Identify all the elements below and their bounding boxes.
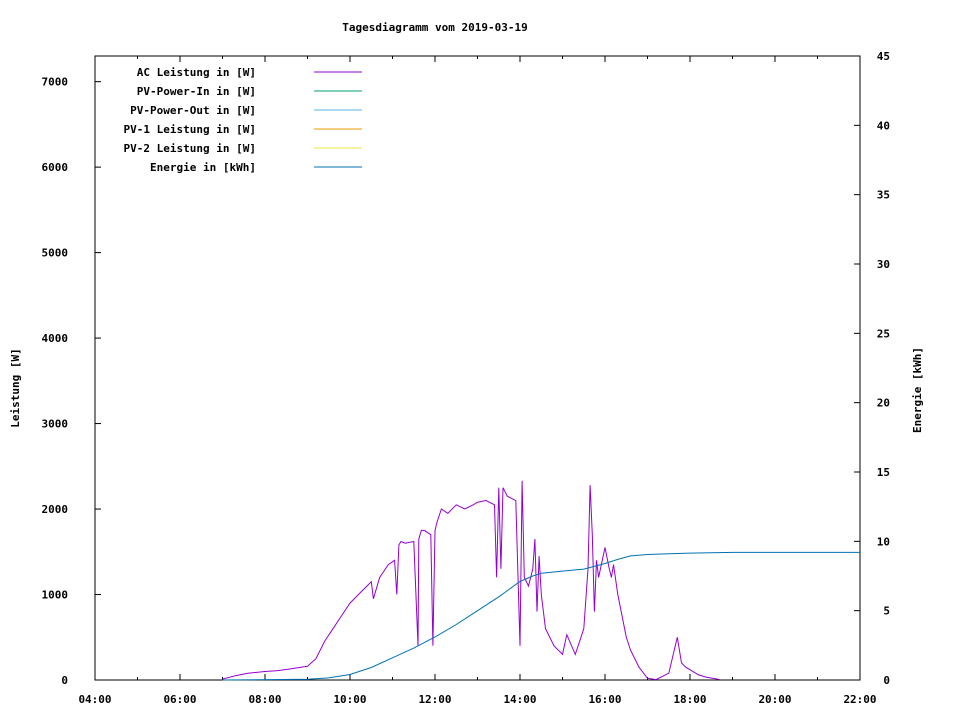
- y-tick-label: 3000: [42, 418, 69, 431]
- legend-label: PV-Power-In in [W]: [137, 85, 256, 98]
- x-tick-label: 14:00: [503, 693, 536, 706]
- x-tick-label: 04:00: [78, 693, 111, 706]
- legend-label: PV-Power-Out in [W]: [130, 104, 256, 117]
- y2-tick-label: 30: [877, 258, 890, 271]
- legend-label: PV-2 Leistung in [W]: [124, 142, 256, 155]
- legend-label: Energie in [kWh]: [150, 161, 256, 174]
- series-lines: [222, 480, 860, 681]
- x-tick-label: 10:00: [333, 693, 366, 706]
- y2-tick-label: 0: [883, 674, 890, 687]
- legend-label: PV-1 Leistung in [W]: [124, 123, 256, 136]
- legend: AC Leistung in [W] PV-Power-In in [W] PV-P…: [124, 66, 362, 174]
- chart-title: Tagesdiagramm vom 2019-03-19: [342, 21, 527, 34]
- legend-label: AC Leistung in [W]: [137, 66, 256, 79]
- y-tick-label: 2000: [42, 503, 69, 516]
- y-tick-label: 5000: [42, 247, 69, 260]
- y2-tick-label: 15: [877, 466, 890, 479]
- y-axis-label: Leistung [W]: [9, 348, 22, 427]
- axis-ticks: 04:00 06:00 08:00 10:00 12:00 14:00 16:00 18:00…: [42, 50, 891, 706]
- x-tick-label: 18:00: [673, 693, 706, 706]
- x-tick-label: 12:00: [418, 693, 451, 706]
- y2-tick-label: 10: [877, 535, 890, 548]
- series-line-5: [222, 551, 860, 681]
- y-tick-label: 6000: [42, 161, 69, 174]
- y-tick-label: 4000: [42, 332, 69, 345]
- y-tick-label: 7000: [42, 76, 69, 89]
- y2-tick-label: 45: [877, 50, 890, 63]
- y2-tick-label: 25: [877, 327, 890, 340]
- y2-axis-label: Energie [kWh]: [911, 347, 924, 433]
- series-line-0: [222, 480, 720, 681]
- y-tick-label: 1000: [42, 589, 69, 602]
- x-tick-label: 06:00: [163, 693, 196, 706]
- y-tick-label: 0: [61, 674, 68, 687]
- x-tick-label: 16:00: [588, 693, 621, 706]
- y2-tick-label: 20: [877, 397, 890, 410]
- y2-tick-label: 35: [877, 189, 890, 202]
- y2-tick-label: 5: [883, 605, 890, 618]
- x-tick-label: 22:00: [843, 693, 876, 706]
- x-tick-label: 08:00: [248, 693, 281, 706]
- y2-tick-label: 40: [877, 119, 890, 132]
- x-tick-label: 20:00: [758, 693, 791, 706]
